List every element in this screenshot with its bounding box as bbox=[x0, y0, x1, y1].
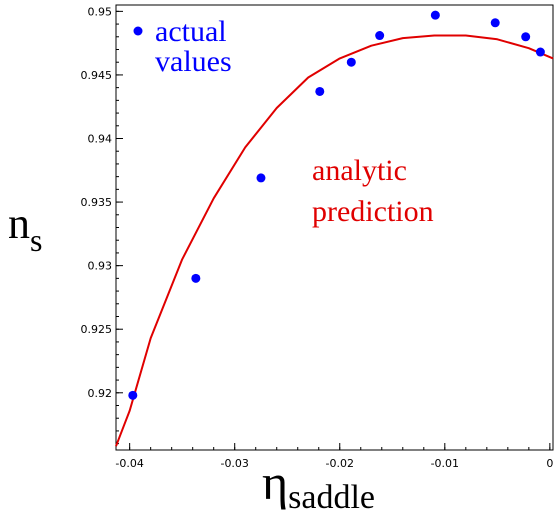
actual-value-point bbox=[191, 273, 201, 283]
legend-marker-actual bbox=[133, 26, 143, 36]
x-axis: -0.04 -0.03 -0.02 -0.01 0 bbox=[115, 443, 553, 470]
annotation-analytic-line1: analytic bbox=[312, 154, 407, 187]
actual-value-point bbox=[346, 57, 356, 67]
y-tick-label: 0.925 bbox=[81, 323, 113, 336]
actual-value-point bbox=[521, 32, 531, 42]
annotation-analytic-line2: prediction bbox=[312, 195, 434, 228]
analytic-prediction-line bbox=[115, 34, 554, 447]
x-axis-title: ηsaddle bbox=[262, 454, 375, 514]
y-tick-label: 0.95 bbox=[88, 5, 113, 18]
analytic-curve-layer bbox=[115, 34, 554, 447]
actual-value-point bbox=[128, 390, 138, 400]
actual-value-point bbox=[490, 18, 500, 28]
y-axis-title: ns bbox=[8, 199, 42, 258]
actual-points-layer bbox=[128, 10, 545, 400]
x-tick-label: -0.04 bbox=[115, 457, 143, 470]
actual-value-point bbox=[375, 31, 385, 41]
y-tick-label: 0.92 bbox=[88, 387, 113, 400]
x-tick-label: -0.02 bbox=[326, 457, 354, 470]
actual-value-point bbox=[256, 173, 266, 183]
actual-value-point bbox=[315, 86, 325, 96]
y-tick-label: 0.935 bbox=[81, 196, 113, 209]
legend-label-actual-line2: values bbox=[155, 45, 232, 78]
y-tick-label: 0.94 bbox=[88, 133, 113, 146]
actual-value-point bbox=[535, 47, 545, 57]
x-tick-label: 0 bbox=[546, 457, 553, 470]
actual-value-point bbox=[430, 10, 440, 20]
legend-label-actual-line1: actual bbox=[155, 15, 227, 48]
y-tick-label: 0.945 bbox=[81, 69, 113, 82]
x-tick-label: -0.03 bbox=[220, 457, 248, 470]
y-axis: 0.92 0.925 0.93 0.935 0.94 0.945 0.95 bbox=[81, 5, 123, 400]
x-tick-label: -0.01 bbox=[431, 457, 459, 470]
y-tick-label: 0.93 bbox=[88, 260, 113, 273]
